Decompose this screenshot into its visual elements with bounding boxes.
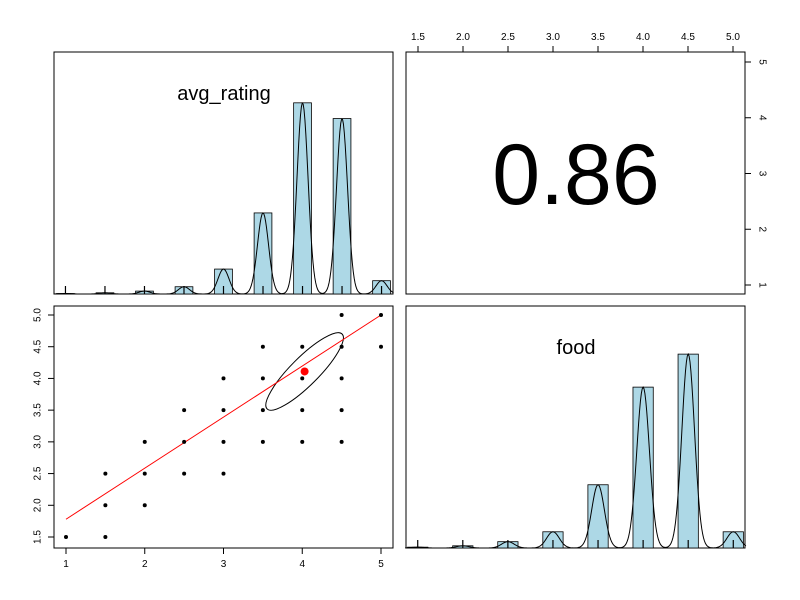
scatter-point: [260, 344, 265, 349]
avg-rating-histogram: [53, 102, 394, 295]
y-axis-tick-label: 1.5: [33, 530, 44, 544]
scatter-point: [339, 313, 344, 317]
food-density-curve: [405, 352, 747, 549]
food-histogram: [405, 352, 747, 549]
food-label: food: [557, 337, 596, 359]
scatter-point: [221, 376, 226, 381]
axes-layer: 1 2 3 4 5 1.5 2.0 2.5 3.0 3.5 4.0 4.5 5.0 1.5 2.0 2.5 3.…: [33, 32, 768, 570]
x-axis-tick-label: 3: [221, 559, 227, 570]
right-axis-tick-label: 4: [756, 115, 767, 121]
scatter-point: [142, 471, 147, 476]
mean-point: [300, 367, 309, 376]
scatter-layer: [64, 313, 383, 539]
x-axis-tick-label: 1: [63, 559, 69, 570]
scatter-point: [300, 344, 305, 349]
scatter-point: [379, 313, 383, 317]
top-axis-tick-label: 5.0: [726, 32, 740, 43]
top-axis-tick-label: 3.0: [546, 32, 560, 43]
scatter-point: [300, 376, 305, 381]
scatter-point: [142, 439, 147, 444]
x-axis-tick-label: 4: [299, 559, 305, 570]
scatter-point: [221, 471, 226, 476]
avg-rating-density-curve: [53, 102, 394, 295]
scatter-point: [260, 439, 265, 444]
y-axis-tick-label: 2.0: [33, 498, 44, 512]
scatter-point: [64, 535, 68, 539]
top-axis-tick-label: 2.0: [456, 32, 470, 43]
y-axis-tick-label: 3.0: [33, 434, 44, 448]
scatter-point: [339, 408, 344, 413]
right-axis-tick-label: 1: [756, 282, 767, 288]
correlation-value: 0.86: [492, 127, 659, 223]
right-axis-tick-label: 2: [756, 226, 767, 232]
scatter-point: [221, 408, 226, 413]
scatter-point: [103, 535, 108, 539]
top-axis-tick-label: 2.5: [501, 32, 515, 43]
top-axis-tick-label: 3.5: [591, 32, 605, 43]
y-axis-tick-label: 5.0: [33, 308, 44, 322]
scatter-point: [103, 503, 108, 508]
avg-rating-label: avg_rating: [177, 83, 270, 105]
scatter-point: [182, 471, 187, 476]
top-axis-tick-label: 1.5: [411, 32, 425, 43]
scatter-point: [339, 439, 344, 444]
scatter-point: [182, 408, 187, 413]
scatter-point: [339, 344, 344, 349]
x-axis-tick-label: 5: [378, 559, 384, 570]
scatter-point: [300, 408, 305, 413]
y-axis-tick-label: 3.5: [33, 403, 44, 417]
top-axis-tick-label: 4.5: [681, 32, 695, 43]
scatter-point: [142, 503, 147, 508]
y-axis-tick-label: 2.5: [33, 466, 44, 480]
right-axis-tick-label: 5: [756, 59, 767, 65]
y-axis-tick-label: 4.5: [33, 339, 44, 353]
scatter-point: [182, 439, 187, 444]
scatter-point: [260, 376, 265, 381]
regression-line: [65, 314, 382, 520]
top-axis-tick-label: 4.0: [636, 32, 650, 43]
y-axis-tick-label: 4.0: [33, 371, 44, 385]
scatter-point: [221, 439, 226, 444]
right-axis-tick-label: 3: [756, 171, 767, 177]
scatter-point: [103, 471, 108, 476]
scatter-point: [339, 376, 344, 381]
scatter-point: [379, 344, 383, 349]
x-axis-tick-label: 2: [142, 559, 148, 570]
scatter-point: [260, 408, 265, 413]
scatter-point: [300, 439, 305, 444]
confidence-ellipse: [265, 332, 344, 411]
